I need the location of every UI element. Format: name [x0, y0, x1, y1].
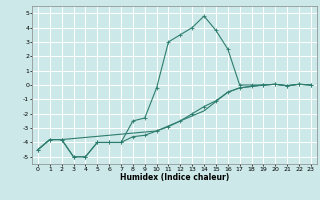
X-axis label: Humidex (Indice chaleur): Humidex (Indice chaleur): [120, 173, 229, 182]
